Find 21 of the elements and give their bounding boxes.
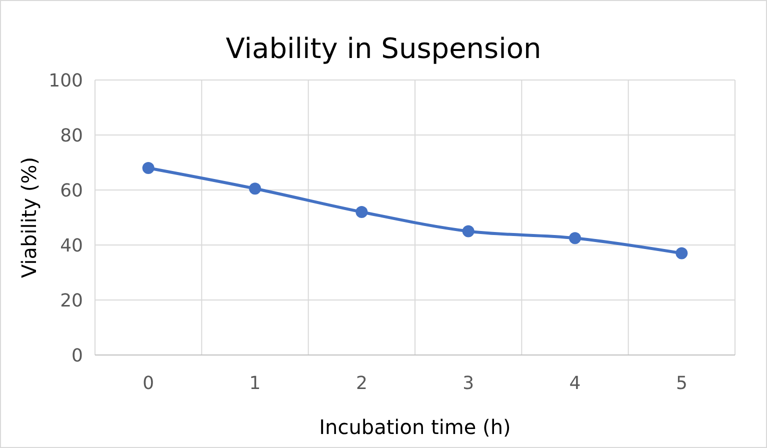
point [569, 232, 581, 244]
x-axis-title: Incubation time (h) [319, 415, 511, 439]
y-axis-title: Viability (%) [17, 156, 41, 278]
y-tick-label: 20 [60, 290, 83, 312]
x-tick-label: 5 [676, 373, 688, 394]
point [356, 206, 368, 218]
x-tick-label: 1 [249, 373, 261, 394]
x-tick-label: 4 [569, 373, 581, 394]
y-tick-label: 0 [72, 345, 83, 366]
y-tick-label: 60 [60, 180, 83, 202]
x-tick-label: 2 [356, 373, 368, 394]
chart-title: Viability in Suspension [226, 32, 542, 65]
point [462, 225, 474, 238]
x-tick-label: 0 [142, 373, 154, 394]
x-tick-label: 3 [462, 373, 474, 394]
y-tick-label: 100 [48, 70, 83, 92]
point [676, 247, 688, 260]
point [249, 182, 261, 195]
y-tick-label: 40 [60, 235, 83, 256]
y-tick-label: 80 [60, 125, 83, 146]
point [142, 162, 154, 174]
